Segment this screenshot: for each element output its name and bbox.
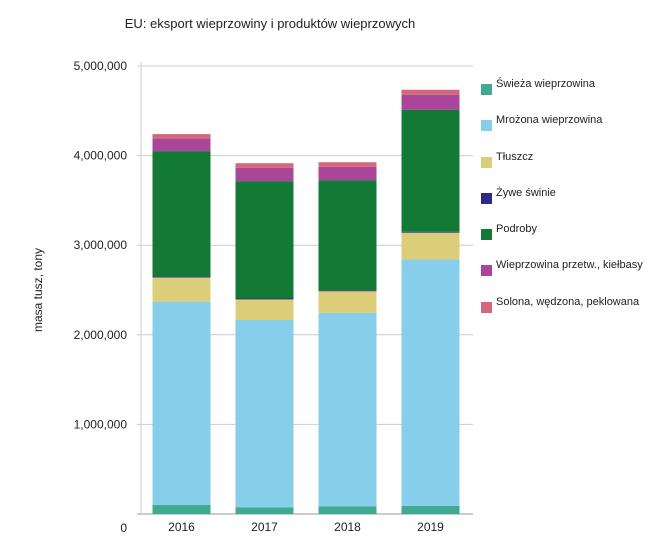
y-tick-label: 5,000,000 (74, 59, 128, 73)
legend-label: Solona, wędzona, peklowana (496, 295, 640, 308)
chart-title: EU: eksport wieprzowiny i produktów wiep… (124, 16, 416, 31)
legend-label: Świeża wieprzowina (496, 78, 596, 90)
y-tick-label: 3,000,000 (74, 238, 128, 252)
bar-segment (235, 298, 294, 300)
bar-segment (152, 276, 211, 278)
y-tick-label: 0 (120, 521, 127, 535)
bar-segment (318, 162, 377, 167)
x-tick-label: 2018 (334, 520, 361, 534)
bar-segment (318, 291, 377, 313)
bar-segment (401, 505, 460, 514)
legend-swatch (481, 301, 492, 313)
legend-swatch (481, 120, 492, 132)
bar-segment (152, 301, 211, 506)
bar-segment (152, 134, 211, 139)
bar-segment (235, 167, 294, 182)
legend-label: Wieprzowina przetw., kiełbasy (496, 259, 643, 272)
legend-swatch (481, 265, 492, 277)
bar-segment (235, 320, 294, 508)
bar-segment (401, 231, 460, 233)
bar-segment (235, 507, 294, 514)
bar-segment (401, 89, 460, 95)
legend-swatch (481, 192, 492, 204)
bar-segment (318, 312, 377, 507)
bar-segment (318, 506, 377, 514)
x-tick-label: 2017 (251, 520, 278, 534)
bar-segment (401, 232, 460, 260)
x-tick-label: 2019 (417, 520, 444, 534)
y-tick-label: 4,000,000 (74, 149, 128, 163)
bar-segment (152, 505, 211, 514)
bar-segment (152, 151, 211, 277)
legend-label: Podroby (496, 223, 537, 236)
legend-label: Mrożona wieprzowina (496, 114, 603, 127)
legend-swatch (481, 156, 492, 168)
bar-segment (401, 259, 460, 506)
bar-segment (401, 94, 460, 110)
bar-segment (318, 166, 377, 181)
bar-segment (235, 163, 294, 168)
bar-segment (318, 180, 377, 291)
bar-segment (401, 109, 460, 232)
x-tick-label: 2016 (168, 520, 195, 534)
y-tick-label: 2,000,000 (74, 328, 128, 342)
legend-swatch (481, 229, 492, 241)
bar-segment (318, 290, 377, 292)
y-tick-label: 1,000,000 (74, 417, 128, 431)
legend-label: Żywe świnie (496, 186, 556, 199)
bar-segment (152, 277, 211, 302)
bar-segment (235, 181, 294, 299)
legend-label: Tłuszcz (496, 150, 534, 163)
bar-segment (235, 299, 294, 321)
legend-swatch (481, 84, 492, 95)
bar-segment (152, 138, 211, 152)
